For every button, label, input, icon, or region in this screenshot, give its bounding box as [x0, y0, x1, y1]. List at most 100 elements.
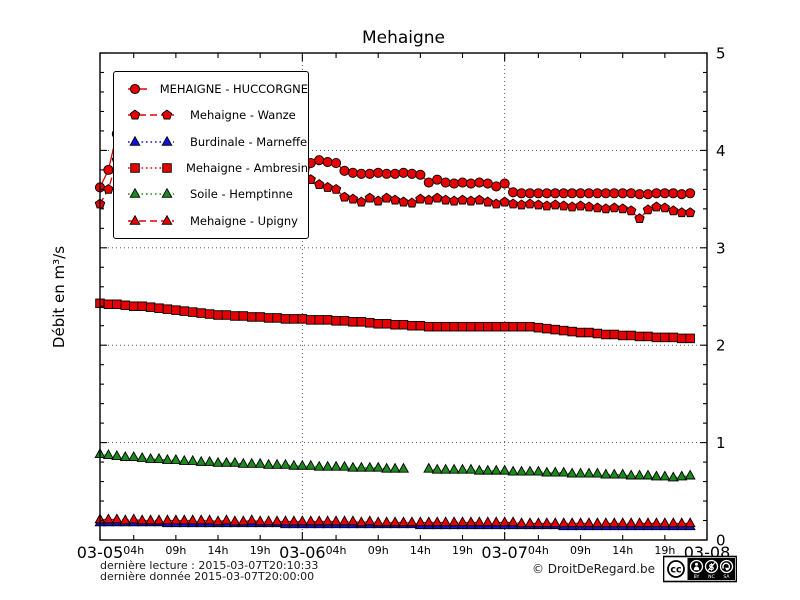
- marker-circle-icon: [129, 84, 141, 95]
- marker-square-icon: [575, 327, 586, 338]
- marker-triangle-icon: [153, 452, 165, 463]
- marker-triangle-icon: [634, 469, 646, 480]
- marker-pentagon-icon: [330, 183, 342, 194]
- marker-circle-icon: [314, 155, 325, 166]
- cc-by-label: BY: [694, 574, 700, 580]
- marker-square-icon: [365, 318, 375, 328]
- marker-square-icon: [550, 324, 561, 335]
- marker-triangle-icon: [490, 464, 502, 475]
- marker-triangle-icon: [254, 457, 266, 468]
- marker-triangle-icon: [296, 515, 308, 526]
- marker-square-icon: [179, 306, 190, 316]
- marker-triangle-icon: [381, 462, 393, 473]
- marker-square-icon: [339, 316, 350, 326]
- marker-triangle-icon: [161, 514, 173, 525]
- marker-triangle-icon: [532, 465, 544, 476]
- copyright-text: © DroitDeRegard.be: [531, 562, 655, 576]
- marker-square-icon: [533, 322, 544, 333]
- marker-square-icon: [542, 323, 552, 334]
- legend-label-burdinale-marneffe: Burdinale - Marneffe: [190, 134, 308, 149]
- marker-triangle-icon: [583, 467, 595, 478]
- marker-pentagon-icon: [533, 199, 544, 210]
- marker-pentagon-icon: [558, 200, 569, 211]
- marker-triangle-icon: [414, 516, 426, 527]
- marker-triangle-icon: [456, 516, 469, 527]
- marker-circle-icon: [491, 181, 502, 192]
- legend-sample-mehaigne-upigny-icon: [128, 214, 174, 225]
- marker-square-icon: [499, 321, 510, 332]
- legend-label-mehaigne-ambresin: Mehaigne - Ambresin: [185, 161, 308, 176]
- x-day-label: 03-05: [77, 543, 124, 562]
- marker-triangle-icon: [322, 460, 334, 471]
- marker-triangle-icon: [145, 452, 157, 463]
- x-day-label: 03-06: [279, 543, 326, 562]
- marker-triangle-icon: [507, 465, 519, 476]
- marker-square-icon: [432, 321, 442, 332]
- marker-triangle-icon: [397, 462, 410, 473]
- marker-triangle-icon: [129, 188, 141, 199]
- marker-triangle-icon: [111, 450, 123, 460]
- marker-square-icon: [221, 310, 232, 320]
- marker-triangle-icon: [549, 517, 561, 528]
- plot-frame: [99, 52, 708, 541]
- marker-triangle-icon: [608, 468, 620, 479]
- marker-square-icon: [322, 315, 333, 325]
- marker-triangle-icon: [279, 515, 292, 526]
- x-hour-label: 19h: [654, 544, 675, 557]
- x-hour-label: 14h: [208, 544, 229, 557]
- legend-item-mehaigne-upigny: Mehaigne - Upigny: [125, 213, 308, 229]
- marker-triangle-icon: [575, 517, 587, 528]
- marker-circle-icon: [347, 167, 358, 178]
- legend-item-mehaigne-wanze: Mehaigne - Wanze: [125, 107, 308, 123]
- marker-triangle-icon: [617, 517, 629, 528]
- x-hour-label: 19h: [250, 544, 271, 557]
- marker-triangle-icon: [667, 471, 679, 482]
- y-tick-label: 5: [716, 45, 726, 63]
- marker-triangle-icon: [220, 514, 232, 525]
- marker-pentagon-icon: [592, 202, 603, 213]
- marker-pentagon-icon: [499, 196, 510, 207]
- y-tick-label: 0: [716, 532, 726, 550]
- marker-circle-icon: [550, 188, 561, 199]
- marker-triangle-icon: [229, 456, 241, 467]
- legend-item-soile-hemptinne: Soile - Hemptinne: [125, 186, 308, 202]
- marker-triangle-icon: [608, 517, 620, 528]
- marker-triangle-icon: [532, 517, 544, 528]
- marker-triangle-icon: [330, 460, 342, 471]
- marker-triangle-icon: [271, 458, 283, 469]
- marker-square-icon: [348, 317, 358, 327]
- marker-square-icon: [154, 303, 164, 313]
- marker-square-icon: [415, 320, 426, 331]
- marker-circle-icon: [390, 168, 401, 179]
- marker-triangle-icon: [575, 467, 587, 478]
- y-tick-label: 1: [716, 434, 726, 452]
- marker-triangle-icon: [187, 454, 199, 465]
- marker-square-icon: [204, 309, 215, 319]
- marker-pentagon-icon: [448, 195, 460, 206]
- marker-triangle-icon: [237, 457, 249, 468]
- marker-square-icon: [103, 299, 114, 310]
- marker-triangle-icon: [102, 513, 114, 524]
- marker-square-icon: [466, 321, 476, 332]
- marker-triangle-icon: [355, 516, 367, 527]
- marker-circle-icon: [659, 188, 670, 199]
- marker-square-icon: [617, 330, 628, 341]
- marker-pentagon-icon: [406, 197, 418, 208]
- marker-triangle-icon: [465, 516, 477, 527]
- marker-circle-icon: [558, 188, 569, 199]
- marker-triangle-icon: [389, 462, 401, 473]
- x-hour-label: 14h: [410, 544, 431, 557]
- marker-circle-icon: [508, 187, 519, 198]
- marker-square-icon: [508, 321, 518, 332]
- marker-pentagon-icon: [465, 195, 477, 206]
- marker-circle-icon: [364, 168, 375, 179]
- marker-triangle-icon: [507, 516, 519, 527]
- marker-square-icon: [424, 321, 434, 332]
- marker-square-icon: [120, 300, 131, 311]
- marker-circle-icon: [339, 165, 350, 176]
- marker-pentagon-icon: [507, 198, 519, 209]
- marker-circle-icon: [381, 168, 392, 179]
- marker-pentagon-icon: [482, 196, 494, 207]
- marker-square-icon: [525, 321, 535, 332]
- marker-pentagon-icon: [634, 213, 645, 223]
